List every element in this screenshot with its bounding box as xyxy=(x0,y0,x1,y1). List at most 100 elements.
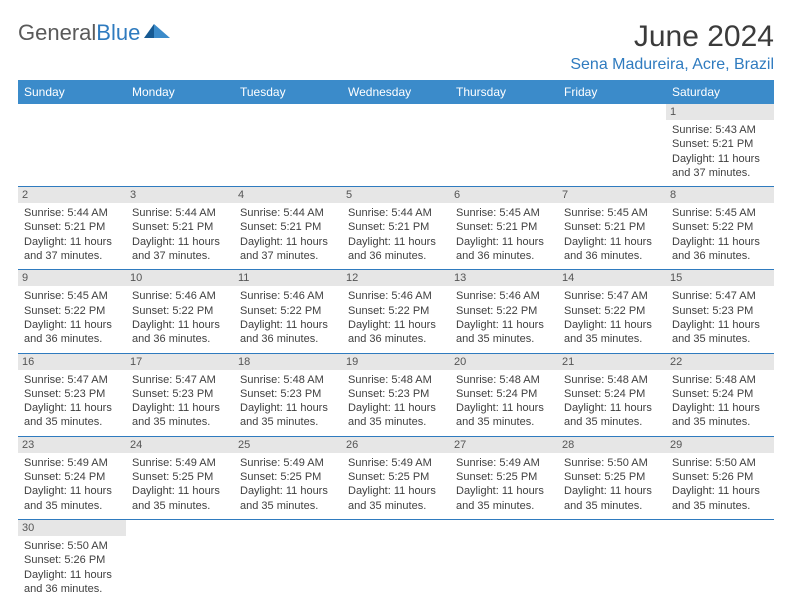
day-details: Sunrise: 5:48 AMSunset: 5:24 PMDaylight:… xyxy=(564,373,660,430)
calendar-day-cell: 1 Sunrise: 5:43 AMSunset: 5:21 PMDaylight… xyxy=(666,104,774,187)
logo-text-1: General xyxy=(18,20,96,46)
calendar-day-cell: 25 Sunrise: 5:49 AMSunset: 5:25 PMDayligh… xyxy=(234,436,342,519)
day-number: 25 xyxy=(234,437,342,453)
title-block: June 2024 Sena Madureira, Acre, Brazil xyxy=(570,20,774,74)
day-details: Sunrise: 5:44 AMSunset: 5:21 PMDaylight:… xyxy=(240,206,336,263)
day-number: 6 xyxy=(450,187,558,203)
logo-text-2: Blue xyxy=(96,20,140,46)
calendar-day-cell: 23Sunrise: 5:49 AMSunset: 5:24 PMDayligh… xyxy=(18,436,126,519)
calendar-day-cell: 17 Sunrise: 5:47 AMSunset: 5:23 PMDayligh… xyxy=(126,353,234,436)
calendar-day-cell xyxy=(18,104,126,187)
calendar-day-cell: 10Sunrise: 5:46 AMSunset: 5:22 PMDayligh… xyxy=(126,270,234,353)
day-number: 22 xyxy=(666,354,774,370)
day-number: 13 xyxy=(450,270,558,286)
day-number: 4 xyxy=(234,187,342,203)
day-details: Sunrise: 5:43 AMSunset: 5:21 PMDaylight:… xyxy=(672,123,768,180)
calendar-day-cell: 11 Sunrise: 5:46 AMSunset: 5:22 PMDayligh… xyxy=(234,270,342,353)
day-details: Sunrise: 5:50 AMSunset: 5:26 PMDaylight:… xyxy=(672,456,768,513)
day-details: Sunrise: 5:49 AMSunset: 5:25 PMDaylight:… xyxy=(240,456,336,513)
calendar-body: 1 Sunrise: 5:43 AMSunset: 5:21 PMDaylight… xyxy=(18,104,774,602)
day-details: Sunrise: 5:44 AMSunset: 5:21 PMDaylight:… xyxy=(24,206,120,263)
calendar-day-cell: 28Sunrise: 5:50 AMSunset: 5:25 PMDayligh… xyxy=(558,436,666,519)
day-details: Sunrise: 5:49 AMSunset: 5:25 PMDaylight:… xyxy=(348,456,444,513)
calendar-day-cell xyxy=(666,519,774,602)
day-number: 12 xyxy=(342,270,450,286)
day-details: Sunrise: 5:44 AMSunset: 5:21 PMDaylight:… xyxy=(348,206,444,263)
day-number: 17 xyxy=(126,354,234,370)
day-number: 2 xyxy=(18,187,126,203)
day-number: 11 xyxy=(234,270,342,286)
calendar-day-cell xyxy=(450,104,558,187)
day-number: 9 xyxy=(18,270,126,286)
day-details: Sunrise: 5:49 AMSunset: 5:25 PMDaylight:… xyxy=(456,456,552,513)
day-details: Sunrise: 5:50 AMSunset: 5:26 PMDaylight:… xyxy=(24,539,120,596)
calendar-day-cell: 27 Sunrise: 5:49 AMSunset: 5:25 PMDayligh… xyxy=(450,436,558,519)
day-details: Sunrise: 5:48 AMSunset: 5:23 PMDaylight:… xyxy=(348,373,444,430)
day-details: Sunrise: 5:46 AMSunset: 5:22 PMDaylight:… xyxy=(456,289,552,346)
calendar-day-cell: 16Sunrise: 5:47 AMSunset: 5:23 PMDayligh… xyxy=(18,353,126,436)
day-details: Sunrise: 5:49 AMSunset: 5:25 PMDaylight:… xyxy=(132,456,228,513)
day-details: Sunrise: 5:45 AMSunset: 5:21 PMDaylight:… xyxy=(456,206,552,263)
calendar-day-cell: 3 Sunrise: 5:44 AMSunset: 5:21 PMDaylight… xyxy=(126,187,234,270)
day-details: Sunrise: 5:47 AMSunset: 5:23 PMDaylight:… xyxy=(132,373,228,430)
day-number: 18 xyxy=(234,354,342,370)
calendar-day-cell xyxy=(342,104,450,187)
calendar-day-cell: 8Sunrise: 5:45 AMSunset: 5:22 PMDaylight… xyxy=(666,187,774,270)
day-header: Wednesday xyxy=(342,80,450,104)
calendar-day-cell: 30 Sunrise: 5:50 AMSunset: 5:26 PMDayligh… xyxy=(18,519,126,602)
day-number: 23 xyxy=(18,437,126,453)
day-header: Saturday xyxy=(666,80,774,104)
page-header: GeneralBlue June 2024 Sena Madureira, Ac… xyxy=(18,20,774,74)
day-number: 16 xyxy=(18,354,126,370)
calendar-day-cell: 14Sunrise: 5:47 AMSunset: 5:22 PMDayligh… xyxy=(558,270,666,353)
calendar-day-cell: 24 Sunrise: 5:49 AMSunset: 5:25 PMDayligh… xyxy=(126,436,234,519)
calendar-day-cell: 4 Sunrise: 5:44 AMSunset: 5:21 PMDaylight… xyxy=(234,187,342,270)
calendar-day-cell xyxy=(234,519,342,602)
location-text: Sena Madureira, Acre, Brazil xyxy=(570,56,774,74)
calendar-day-cell xyxy=(234,104,342,187)
calendar-day-cell xyxy=(342,519,450,602)
day-number: 21 xyxy=(558,354,666,370)
calendar-day-cell: 2 Sunrise: 5:44 AMSunset: 5:21 PMDaylight… xyxy=(18,187,126,270)
day-number: 15 xyxy=(666,270,774,286)
calendar-day-cell: 19 Sunrise: 5:48 AMSunset: 5:23 PMDayligh… xyxy=(342,353,450,436)
day-number: 24 xyxy=(126,437,234,453)
day-details: Sunrise: 5:45 AMSunset: 5:21 PMDaylight:… xyxy=(564,206,660,263)
calendar-table: SundayMondayTuesdayWednesdayThursdayFrid… xyxy=(18,80,774,602)
day-number: 30 xyxy=(18,520,126,536)
day-number: 28 xyxy=(558,437,666,453)
logo-mark-icon xyxy=(144,20,172,46)
calendar-day-cell xyxy=(558,519,666,602)
calendar-week-row: 2 Sunrise: 5:44 AMSunset: 5:21 PMDaylight… xyxy=(18,187,774,270)
day-header: Monday xyxy=(126,80,234,104)
calendar-day-cell: 6 Sunrise: 5:45 AMSunset: 5:21 PMDaylight… xyxy=(450,187,558,270)
calendar-day-cell xyxy=(450,519,558,602)
day-header: Tuesday xyxy=(234,80,342,104)
day-details: Sunrise: 5:47 AMSunset: 5:23 PMDaylight:… xyxy=(672,289,768,346)
calendar-week-row: 30 Sunrise: 5:50 AMSunset: 5:26 PMDayligh… xyxy=(18,519,774,602)
calendar-day-cell: 22Sunrise: 5:48 AMSunset: 5:24 PMDayligh… xyxy=(666,353,774,436)
day-header: Friday xyxy=(558,80,666,104)
day-number: 5 xyxy=(342,187,450,203)
calendar-week-row: 23Sunrise: 5:49 AMSunset: 5:24 PMDayligh… xyxy=(18,436,774,519)
day-details: Sunrise: 5:44 AMSunset: 5:21 PMDaylight:… xyxy=(132,206,228,263)
day-details: Sunrise: 5:45 AMSunset: 5:22 PMDaylight:… xyxy=(672,206,768,263)
calendar-day-cell: 18Sunrise: 5:48 AMSunset: 5:23 PMDayligh… xyxy=(234,353,342,436)
calendar-day-cell: 29Sunrise: 5:50 AMSunset: 5:26 PMDayligh… xyxy=(666,436,774,519)
calendar-day-cell: 5 Sunrise: 5:44 AMSunset: 5:21 PMDaylight… xyxy=(342,187,450,270)
day-details: Sunrise: 5:46 AMSunset: 5:22 PMDaylight:… xyxy=(240,289,336,346)
day-details: Sunrise: 5:48 AMSunset: 5:24 PMDaylight:… xyxy=(456,373,552,430)
calendar-day-cell: 20Sunrise: 5:48 AMSunset: 5:24 PMDayligh… xyxy=(450,353,558,436)
calendar-day-cell: 15 Sunrise: 5:47 AMSunset: 5:23 PMDayligh… xyxy=(666,270,774,353)
calendar-day-cell: 21 Sunrise: 5:48 AMSunset: 5:24 PMDayligh… xyxy=(558,353,666,436)
calendar-day-cell: 13 Sunrise: 5:46 AMSunset: 5:22 PMDayligh… xyxy=(450,270,558,353)
day-number: 3 xyxy=(126,187,234,203)
calendar-day-cell xyxy=(126,104,234,187)
day-number: 27 xyxy=(450,437,558,453)
day-number: 14 xyxy=(558,270,666,286)
calendar-day-cell: 26Sunrise: 5:49 AMSunset: 5:25 PMDayligh… xyxy=(342,436,450,519)
day-number: 1 xyxy=(666,104,774,120)
day-number: 7 xyxy=(558,187,666,203)
day-number: 19 xyxy=(342,354,450,370)
day-details: Sunrise: 5:46 AMSunset: 5:22 PMDaylight:… xyxy=(348,289,444,346)
